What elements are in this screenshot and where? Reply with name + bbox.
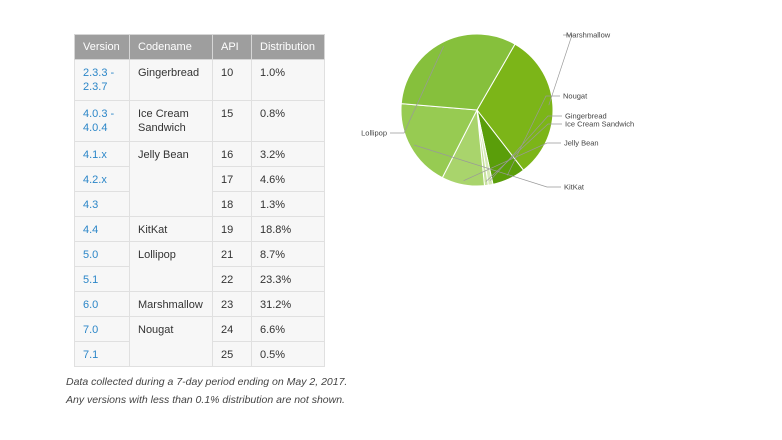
codename-cell: KitKat (129, 216, 213, 242)
version-cell: 5.1 (74, 266, 130, 292)
version-cell: 4.2.x (74, 166, 130, 192)
version-link[interactable]: 4.0.3 -4.0.4 (83, 108, 115, 134)
footnote-line-1: Data collected during a 7-day period end… (66, 376, 348, 388)
pie-label: Marshmallow (566, 31, 611, 40)
api-cell: 24 (212, 316, 252, 342)
header-version: Version (74, 34, 130, 60)
pie-label: Lollipop (361, 129, 387, 138)
distribution-cell: 0.8% (251, 100, 325, 142)
table-row: 7.0 Nougat 24 6.6% (74, 316, 325, 367)
pie-leader-line (463, 142, 561, 182)
api-cell: 25 (212, 341, 252, 367)
header-distribution: Distribution (251, 34, 325, 60)
table-row: 4.2.x 17 4.6% (74, 166, 325, 192)
api-cell: 10 (212, 59, 252, 101)
version-link[interactable]: 5.0 (83, 249, 99, 261)
distribution-cell: 1.3% (251, 191, 325, 217)
api-cell: 21 (212, 241, 252, 267)
api-cell: 15 (212, 100, 252, 142)
pie-slice-marshmallow (476, 43, 554, 171)
footnote-line-2: Any versions with less than 0.1% distrib… (66, 394, 345, 406)
codename-cell: Nougat (129, 316, 213, 367)
distribution-table: Version Codename API Distribution 2.3.3 … (74, 34, 325, 367)
distribution-cell: 18.8% (251, 216, 325, 242)
codename-cell: Jelly Bean (129, 141, 213, 217)
version-link[interactable]: 4.2.x (83, 174, 107, 186)
pie-leader-line (489, 115, 562, 182)
version-cell: 4.1.x (74, 141, 130, 167)
table-row: 4.1.x Jelly Bean 16 3.2% (74, 141, 325, 217)
table-header-row: Version Codename API Distribution (74, 34, 325, 60)
distribution-cell: 6.6% (251, 316, 325, 342)
api-cell: 18 (212, 191, 252, 217)
version-link[interactable]: 6.0 (83, 299, 99, 311)
pie-label: Jelly Bean (564, 139, 599, 148)
footnote: Data collected during a 7-day period end… (66, 373, 347, 409)
table-row: 5.0 Lollipop 21 8.7% (74, 241, 325, 292)
pie-label: Ice Cream Sandwich (565, 120, 634, 129)
table-row: 4.4 KitKat 19 18.8% (74, 216, 325, 242)
table-row: 2.3.3 -2.3.7 Gingerbread 10 1.0% (74, 59, 325, 101)
distribution-cell: 31.2% (251, 291, 325, 317)
header-api: API (212, 34, 252, 60)
version-cell: 5.0 (74, 241, 130, 267)
distribution-cell: 3.2% (251, 141, 325, 167)
table-row: 6.0 Marshmallow 23 31.2% (74, 291, 325, 317)
version-link[interactable]: 4.4 (83, 224, 99, 236)
api-cell: 23 (212, 291, 252, 317)
codename-cell: Lollipop (129, 241, 213, 292)
api-cell: 17 (212, 166, 252, 192)
version-link[interactable]: 4.1.x (83, 149, 107, 161)
version-cell: 7.1 (74, 341, 130, 367)
pie-leader-line (413, 144, 561, 188)
api-cell: 19 (212, 216, 252, 242)
codename-cell: Ice Cream Sandwich (129, 100, 213, 142)
table-row: 7.1 25 0.5% (74, 341, 325, 367)
pie-slice-kitkat (400, 103, 478, 179)
pie-leader-line (485, 123, 562, 182)
codename-cell: Gingerbread (129, 59, 213, 101)
header-codename: Codename (129, 34, 213, 60)
version-cell: 6.0 (74, 291, 130, 317)
version-link[interactable]: 7.1 (83, 349, 99, 361)
version-link[interactable]: 5.1 (83, 274, 99, 286)
table-row: 5.1 22 23.3% (74, 266, 325, 292)
pie-label: Nougat (563, 92, 588, 101)
version-cell: 4.4 (74, 216, 130, 242)
pie-leader-line (548, 34, 573, 106)
api-cell: 16 (212, 141, 252, 167)
table-row: 4.0.3 -4.0.4 Ice Cream Sandwich 15 0.8% (74, 100, 325, 142)
pie-slice-lollipop (400, 33, 516, 111)
pie-label: KitKat (564, 183, 585, 192)
distribution-cell: 0.5% (251, 341, 325, 367)
api-cell: 22 (212, 266, 252, 292)
version-link[interactable]: 2.3.3 -2.3.7 (83, 67, 115, 93)
version-link[interactable]: 7.0 (83, 324, 99, 336)
distribution-cell: 1.0% (251, 59, 325, 101)
version-cell: 7.0 (74, 316, 130, 342)
pie-label: Gingerbread (565, 112, 607, 121)
pie-leader-line (506, 95, 560, 176)
version-cell: 4.3 (74, 191, 130, 217)
version-cell: 2.3.3 -2.3.7 (74, 59, 130, 101)
version-cell: 4.0.3 -4.0.4 (74, 100, 130, 142)
pie-leader-line (390, 46, 444, 134)
distribution-cell: 23.3% (251, 266, 325, 292)
table-row: 4.3 18 1.3% (74, 191, 325, 217)
version-link[interactable]: 4.3 (83, 199, 99, 211)
distribution-cell: 4.6% (251, 166, 325, 192)
distribution-cell: 8.7% (251, 241, 325, 267)
codename-cell: Marshmallow (129, 291, 213, 317)
